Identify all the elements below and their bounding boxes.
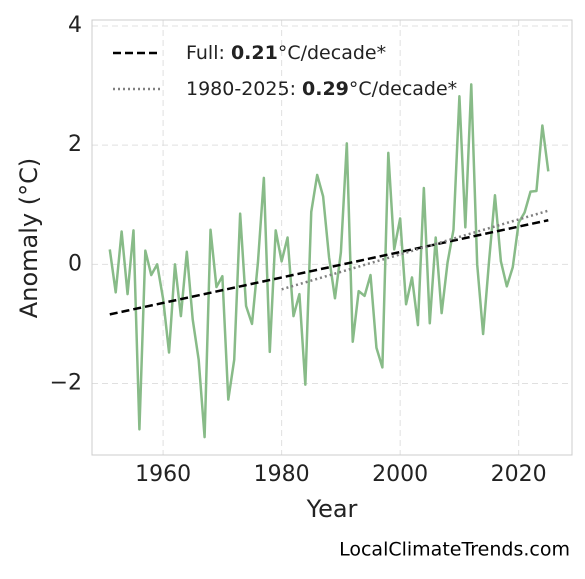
trend-line: [281, 209, 549, 291]
x-tick-label: 2020: [491, 462, 547, 487]
legend-unit: °C/decade*: [349, 78, 457, 100]
legend-label: 1980-2025: 0.29°C/decade*: [186, 78, 457, 100]
y-tick-label: −2: [50, 370, 82, 395]
x-tick-label: 2000: [372, 462, 428, 487]
y-tick-label: 4: [68, 13, 82, 38]
x-tick-label: 1960: [135, 462, 191, 487]
y-tick-label: 2: [68, 132, 82, 157]
legend-slope: 0.21: [231, 42, 278, 64]
y-axis-label: Anomaly (°C): [15, 158, 43, 318]
plot-frame: [91, 19, 573, 456]
y-tick-label: 0: [68, 251, 82, 276]
legend-prefix: 1980-2025:: [186, 78, 296, 100]
data-line: [108, 83, 550, 439]
legend-unit: °C/decade*: [278, 42, 386, 64]
trend-line: [109, 218, 549, 316]
legend-label: Full: 0.21°C/decade*: [186, 42, 386, 64]
legend-slope: 0.29: [302, 78, 349, 100]
x-tick-label: 1980: [254, 462, 310, 487]
legend-prefix: Full:: [186, 42, 225, 64]
watermark: LocalClimateTrends.com: [339, 539, 570, 561]
x-axis-label: Year: [306, 495, 358, 523]
